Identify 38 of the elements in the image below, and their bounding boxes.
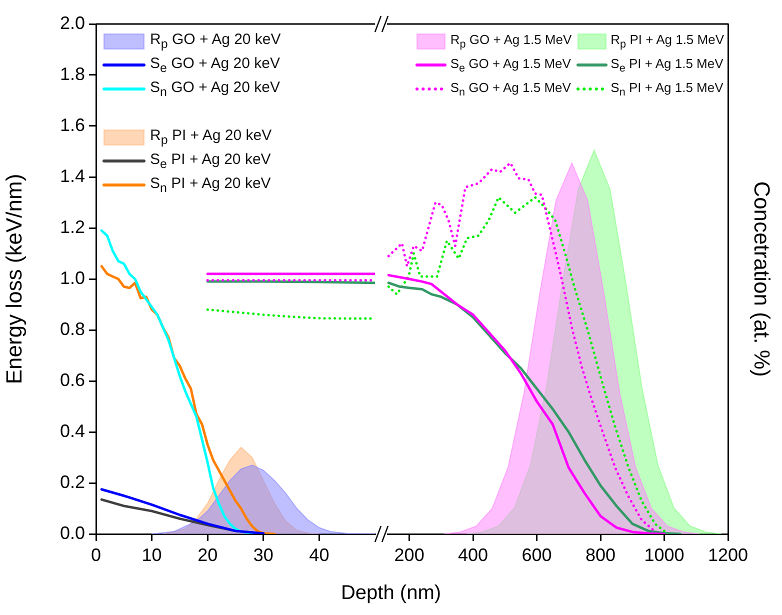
x-tick-label: 0 bbox=[90, 544, 102, 565]
legend-label: R$_{p}$ GO + Ag 20 keV bbox=[150, 31, 281, 51]
x-tick-label: 400 bbox=[458, 544, 488, 565]
x-tick-label: 30 bbox=[253, 544, 274, 565]
y-tick-label: 1.4 bbox=[60, 166, 85, 186]
legend-label: R$_{p}$ PI + Ag 1.5 MeV bbox=[610, 32, 724, 50]
line-series bbox=[206, 308, 375, 320]
legend-label: S$_{e}$ GO + Ag 20 keV bbox=[150, 55, 280, 75]
y-tick-label: 2.0 bbox=[60, 12, 85, 33]
x-tick-label: 20 bbox=[198, 544, 218, 565]
legend-label: R$_{p}$ GO + Ag 1.5 MeV bbox=[450, 32, 572, 50]
x-tick-label: 200 bbox=[394, 544, 424, 565]
legend-label: S$_{e}$ PI + Ag 20 keV bbox=[150, 151, 271, 171]
x-tick-label: 10 bbox=[142, 544, 162, 565]
legend-label: S$_{n}$ GO + Ag 20 keV bbox=[150, 79, 280, 99]
y-tick-label: 1.0 bbox=[60, 268, 85, 288]
y-tick-label: 1.8 bbox=[60, 64, 85, 84]
y-tick-label: 0.0 bbox=[60, 522, 85, 543]
legend-label: S$_{e}$ GO + Ag 1.5 MeV bbox=[450, 56, 571, 74]
y2-axis-title: Concetration (at. %) bbox=[750, 181, 775, 377]
legend-label: R$_{p}$ PI + Ag 20 keV bbox=[150, 127, 272, 147]
y-tick-label: 1.6 bbox=[60, 114, 85, 135]
legend-label: S$_{n}$ PI + Ag 20 keV bbox=[150, 175, 271, 195]
legend-label: S$_{e}$ PI + Ag 1.5 MeV bbox=[610, 56, 724, 74]
x-tick-label: 800 bbox=[586, 544, 616, 565]
y-tick-label: 1.2 bbox=[60, 216, 85, 237]
y-tick-label: 0.4 bbox=[60, 420, 85, 441]
x-axis-title: Depth (nm) bbox=[340, 582, 442, 605]
x-tick-label: 40 bbox=[309, 544, 330, 565]
legend-label: S$_{n}$ PI + Ag 1.5 MeV bbox=[610, 80, 724, 98]
y-tick-label: 0.8 bbox=[60, 318, 85, 339]
y-tick-label: 0.2 bbox=[60, 472, 85, 492]
x-tick-label: 1200 bbox=[708, 544, 748, 565]
x-tick-label: 1000 bbox=[644, 544, 684, 565]
legend-label: S$_{n}$ GO + Ag 1.5 MeV bbox=[450, 80, 571, 98]
y-tick-label: 0.6 bbox=[60, 370, 85, 390]
x-tick-label: 600 bbox=[522, 544, 552, 565]
y-axis-title: Energy loss (keV/nm) bbox=[1, 174, 26, 384]
